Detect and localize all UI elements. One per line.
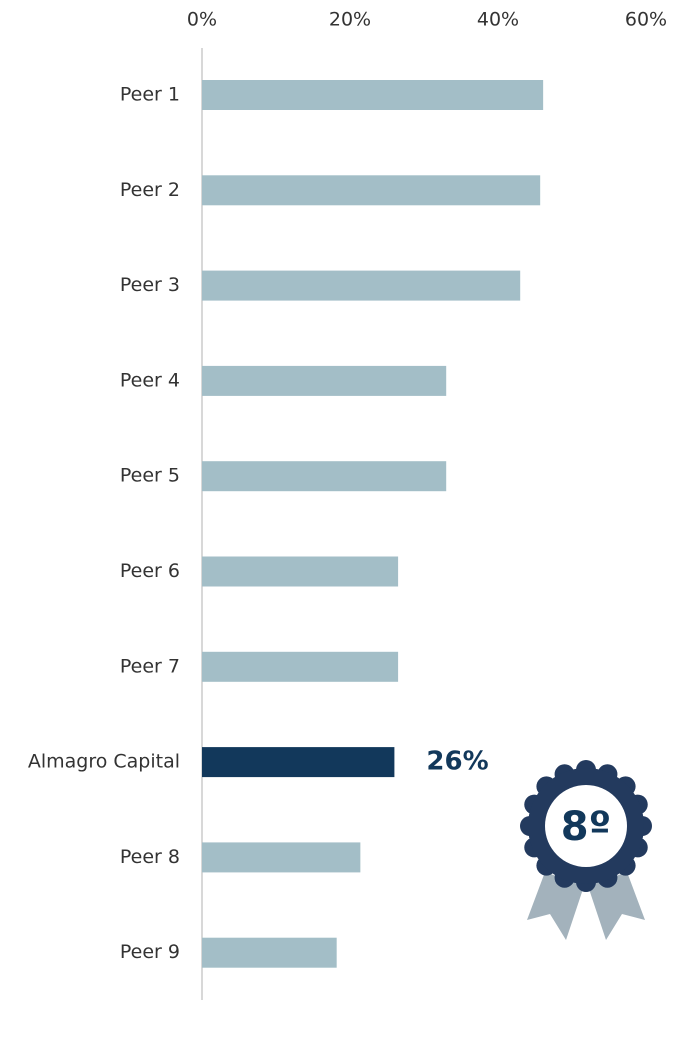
- bar: [202, 365, 447, 396]
- badge-inner: [545, 785, 627, 867]
- y-tick-label: Peer 5: [120, 465, 180, 487]
- bar: [202, 80, 544, 110]
- y-tick-label: Peer 9: [120, 941, 180, 963]
- bar: [202, 556, 399, 587]
- bar: [202, 461, 447, 492]
- bar: [202, 651, 399, 682]
- y-tick-label: Peer 2: [120, 179, 180, 201]
- bar: [202, 937, 337, 968]
- y-tick-label: Almagro Capital: [28, 751, 180, 773]
- x-tick-label: 20%: [329, 9, 371, 31]
- badge-text: 8º: [561, 804, 611, 850]
- y-tick-label: Peer 8: [120, 846, 180, 868]
- y-tick-label: Peer 4: [120, 369, 180, 391]
- y-tick-label: Peer 1: [120, 84, 180, 106]
- bar: [202, 842, 361, 873]
- y-tick-label: Peer 7: [120, 655, 180, 677]
- y-tick-label: Peer 3: [120, 274, 180, 296]
- badge: 8º: [520, 760, 652, 940]
- y-tick-label: Peer 6: [120, 560, 180, 582]
- bar: [202, 175, 541, 206]
- value-label: 26%: [426, 747, 488, 777]
- x-tick-label: 40%: [477, 9, 519, 31]
- ribbon: [527, 872, 584, 940]
- x-tick-label: 60%: [625, 9, 667, 31]
- bar: [202, 270, 521, 301]
- bar: [202, 747, 395, 778]
- x-tick-label: 0%: [187, 9, 217, 31]
- ribbon: [588, 872, 645, 940]
